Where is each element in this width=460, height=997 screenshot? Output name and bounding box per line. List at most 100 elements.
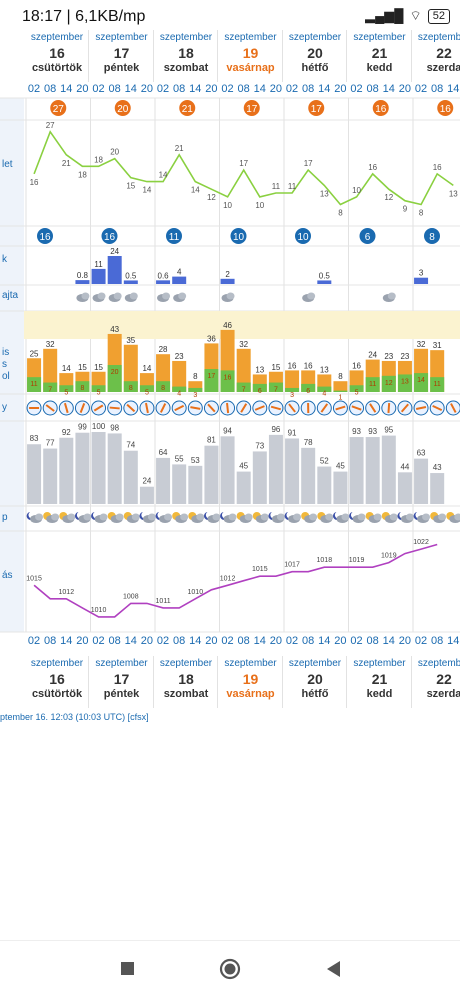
wind-gust-label: 13: [255, 365, 264, 374]
cloud-cover-label: 24: [142, 477, 151, 486]
cloud-cover-label: 74: [126, 441, 135, 450]
wind-gust-label: 31: [433, 341, 442, 350]
hour-label: 02: [26, 635, 42, 647]
cloud-cover-bar: [172, 464, 186, 504]
max-temp-value: 16: [440, 104, 452, 115]
wind-band: [24, 311, 460, 339]
hour-label: 20: [397, 635, 413, 647]
wind-speed-label: 7: [242, 387, 246, 394]
cloud-icon: [229, 514, 237, 521]
max-temp-value: 20: [117, 104, 129, 115]
temperature-label: 16: [368, 163, 377, 172]
temperature-label: 21: [175, 144, 184, 153]
cloud-cover-bar: [92, 432, 106, 504]
bottom-day-22[interactable]: szeptember22szerda: [413, 656, 460, 708]
cloud-icon: [390, 514, 398, 521]
cloud-cover-label: 52: [320, 457, 329, 466]
home-button[interactable]: [218, 957, 242, 981]
wind-gust-label: 35: [126, 336, 135, 345]
temperature-label: 10: [352, 186, 361, 195]
cloud-icon: [277, 514, 285, 521]
hour-label: 14: [123, 635, 139, 647]
hour-label: 14: [187, 635, 203, 647]
rain-cloud-icon: [388, 293, 396, 300]
hour-label: 02: [284, 635, 300, 647]
pressure-label: 1010: [91, 607, 107, 614]
cloud-icon: [148, 514, 156, 521]
wind-gust-label: 25: [30, 349, 39, 358]
hour-label: 20: [203, 635, 219, 647]
temperature-label: 27: [46, 121, 55, 130]
wind-gust-label: 32: [417, 340, 426, 349]
cloud-cover-bar: [43, 449, 57, 504]
day-month: szeptember: [91, 658, 153, 669]
cloud-cover-bar: [301, 448, 315, 504]
wind-speed-label: 11: [30, 381, 37, 388]
pressure-label: 1010: [188, 589, 204, 596]
cloud-cover-label: 73: [255, 441, 264, 450]
cloud-icon: [132, 514, 140, 521]
wind-speed-bar: [333, 391, 347, 392]
hour-label: 02: [220, 635, 236, 647]
cloud-cover-bar: [27, 444, 41, 504]
day-month: szeptember: [26, 658, 88, 669]
temperature-label: 18: [94, 155, 103, 164]
wind-speed-label: 3: [193, 392, 197, 399]
pressure-label: 1012: [59, 589, 75, 596]
row-label: is: [2, 347, 9, 358]
nav-bar: [0, 940, 460, 997]
temperature-label: 12: [384, 193, 393, 202]
wind-gust-label: 16: [288, 361, 297, 370]
triangle-left-icon: [322, 957, 346, 981]
cloud-cover-bar: [398, 472, 412, 504]
min-temp-value: 6: [365, 232, 371, 243]
day-number: 21: [349, 671, 411, 687]
rain-cloud-icon: [114, 293, 122, 300]
hour-label: 08: [365, 635, 381, 647]
precip-bar: [75, 280, 89, 284]
day-number: 19: [220, 671, 282, 687]
hour-label: 14: [252, 635, 268, 647]
pressure-label: 1019: [349, 557, 365, 564]
day-number: 20: [284, 671, 346, 687]
pressure-label: 1022: [413, 539, 429, 546]
back-button[interactable]: [322, 957, 346, 981]
cloud-icon: [83, 514, 91, 521]
precip-label: 0.5: [319, 271, 331, 280]
wind-speed-label: 7: [274, 387, 278, 394]
temperature-label: 12: [207, 193, 216, 202]
cloud-cover-label: 94: [223, 426, 232, 435]
cloud-icon: [341, 514, 349, 521]
precip-bar: [108, 256, 122, 284]
pressure-label: 1008: [123, 593, 139, 600]
cloud-icon: [261, 514, 269, 521]
wind-gust-label: 8: [193, 372, 198, 381]
precip-bar: [124, 280, 138, 284]
cloud-icon: [374, 514, 382, 521]
wind-gust-label: 23: [400, 352, 409, 361]
row-label: s: [2, 359, 7, 370]
pressure-label: 1012: [220, 575, 236, 582]
cloud-cover-label: 98: [110, 423, 119, 432]
precip-label: 0.5: [125, 271, 137, 280]
day-month: szeptember: [413, 658, 460, 669]
circle-icon: [218, 957, 242, 981]
pressure-label: 1017: [284, 562, 300, 569]
wind-speed-label: 8: [129, 385, 133, 392]
pressure-label: 1015: [26, 575, 42, 582]
day-number: 18: [155, 671, 217, 687]
wind-speed-label: 8: [161, 385, 165, 392]
recents-button[interactable]: [116, 957, 140, 981]
wind-gust-label: 43: [110, 325, 119, 334]
temperature-label: 15: [126, 182, 135, 191]
wind-speed-label: 6: [258, 388, 262, 395]
cloud-icon: [100, 514, 108, 521]
cloud-cover-bar: [382, 436, 396, 504]
